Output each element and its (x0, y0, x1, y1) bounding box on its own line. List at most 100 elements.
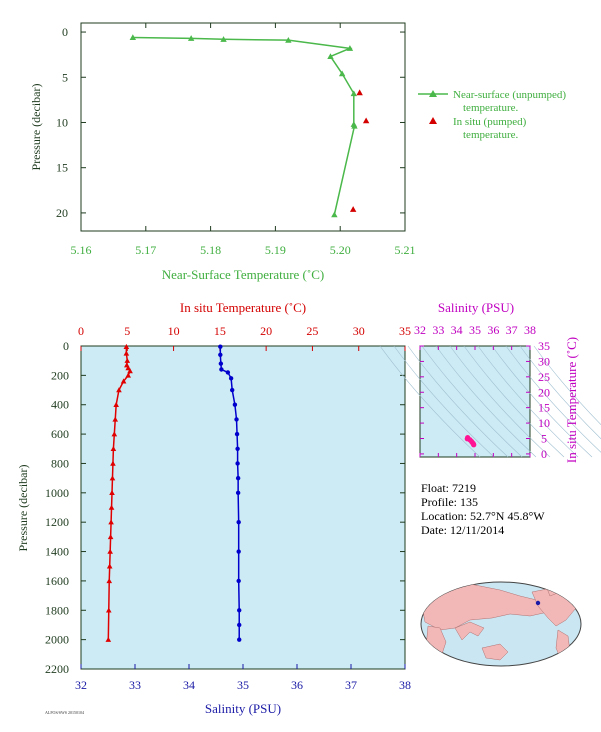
near-surface-y-ticks: 0 5 10 15 20 (56, 25, 405, 220)
ts-temperature-tick-label: 5 (541, 432, 547, 446)
temperature-tick-label: 15 (214, 324, 226, 338)
x-tick-label: 5.19 (265, 243, 286, 257)
isopycnal-curve (463, 345, 565, 458)
x-tick-label: 5.18 (200, 243, 221, 257)
unpumped-point (187, 35, 195, 41)
salinity-point (237, 608, 242, 613)
y-tick-label: 10 (56, 115, 68, 129)
pressure-tick-label: 0 (63, 339, 69, 353)
temperature-tick-label: 5 (124, 324, 130, 338)
ts-temperature-tick-label: 30 (538, 354, 550, 368)
float-location-marker (535, 600, 541, 606)
isopycnal-curve (449, 345, 551, 458)
temperature-point (105, 636, 112, 642)
temperature-point (111, 431, 118, 437)
ts-salinity-tick-label: 33 (432, 323, 444, 337)
temperature-tick-label: 25 (306, 324, 318, 338)
profile-pressure-ticks: 0 200 400 600 800 1000 1200 1400 1600 1800 2000 220… (45, 339, 405, 676)
temperature-point (124, 357, 131, 363)
unpumped-point (285, 36, 292, 43)
ts-salinity-tick-label: 38 (524, 323, 536, 337)
salinity-point (228, 376, 234, 381)
salinity-point (218, 361, 224, 366)
ts-points (464, 434, 477, 448)
near-surface-plot-frame (80, 22, 406, 232)
salinity-point (237, 622, 242, 628)
salinity-point (235, 461, 240, 466)
ts-temperature-axis-title: In situ Temperature (˚C) (564, 337, 579, 463)
near-surface-temperature-panel: 5.16 5.17 5.18 5.19 5.20 5.21 0 5 10 15 20 Near-S… (29, 22, 566, 282)
ts-temperature-tick-label: 25 (538, 370, 550, 384)
profile-temperature-axis-title: In situ Temperature (˚C) (180, 300, 306, 315)
y-tick-label: 5 (62, 70, 68, 84)
salinity-point (237, 637, 242, 642)
float-info-block: Float: 7219 Profile: 135 Location: 52.7°… (421, 481, 545, 537)
salinity-tick-label: 32 (75, 678, 87, 692)
temperature-point (123, 350, 130, 356)
temperature-point (106, 578, 113, 584)
near-surface-y-axis-title: Pressure (decibar) (29, 84, 43, 171)
temperature-point (125, 372, 132, 378)
ts-salinity-tick-label: 35 (469, 323, 481, 337)
temperature-point (120, 378, 127, 384)
salinity-point (234, 417, 239, 422)
pumped-point (362, 117, 370, 124)
legend-unpumped-marker (429, 90, 437, 97)
salinity-tick-label: 37 (345, 678, 357, 692)
ts-isopycnal-curves (379, 345, 601, 458)
unpumped-point (346, 45, 354, 51)
pumped-point (349, 206, 357, 212)
salinity-point (225, 370, 231, 375)
x-tick-label: 5.21 (395, 243, 416, 257)
pressure-tick-label: 2000 (45, 633, 69, 647)
temperature-point (112, 416, 119, 422)
temperature-point (116, 387, 122, 393)
y-tick-label: 20 (56, 206, 68, 220)
salinity-point (236, 578, 241, 584)
ts-temperature-tick-label: 15 (538, 401, 550, 415)
legend-pumped-marker (429, 117, 437, 124)
profile-panel: 0 5 10 15 20 25 30 35 32 33 34 35 36 37 38 0 200 400 600… (16, 300, 411, 716)
ts-temperature-tick-label: 20 (538, 385, 550, 399)
pressure-tick-label: 1200 (45, 515, 69, 529)
isopycnal-curve (421, 345, 523, 458)
ts-salinity-tick-label: 34 (451, 323, 463, 337)
salinity-point (236, 519, 241, 525)
near-surface-x-ticks: 5.16 5.17 5.18 5.19 5.20 5.21 (71, 23, 416, 257)
salinity-tick-label: 36 (291, 678, 303, 692)
unpumped-point (220, 36, 227, 42)
profile-salinity-ticks: 32 33 34 35 36 37 38 (75, 664, 411, 692)
pressure-tick-label: 600 (51, 427, 69, 441)
x-tick-label: 5.20 (330, 243, 351, 257)
temperature-point (127, 368, 133, 374)
salinity-point (236, 549, 241, 554)
location: Location: 52.7°N 45.8°W (421, 509, 545, 523)
salinity-point (230, 387, 235, 393)
temperature-point (106, 563, 113, 569)
temperature-point (105, 607, 112, 613)
isopycnal-curve (491, 345, 593, 458)
ts-salinity-tick-label: 36 (487, 323, 499, 337)
temperature-point (113, 401, 119, 407)
temperature-point (109, 490, 115, 496)
pressure-tick-label: 1400 (45, 545, 69, 559)
salinity-tick-label: 34 (183, 678, 195, 692)
temperature-tick-label: 20 (260, 324, 272, 338)
near-surface-series (129, 34, 370, 218)
isopycnal-curve (407, 345, 509, 458)
unpumped-point (331, 211, 338, 218)
pumped-point (356, 89, 363, 96)
x-tick-label: 5.16 (71, 243, 92, 257)
near-surface-legend: Near-surface (unpumped) temperature. In s… (418, 89, 566, 141)
ts-temperature-tick-label: 35 (538, 339, 550, 353)
temperature-tick-label: 0 (78, 324, 84, 338)
temperature-point (108, 519, 114, 525)
isopycnal-curve (505, 345, 601, 453)
ts-salinity-axis-title: Salinity (PSU) (438, 300, 514, 315)
salinity-point (234, 431, 240, 437)
ts-temperature-tick-label: 10 (538, 416, 550, 430)
ts-temperature-tick-label: 0 (541, 447, 547, 461)
y-tick-label: 0 (62, 25, 68, 39)
